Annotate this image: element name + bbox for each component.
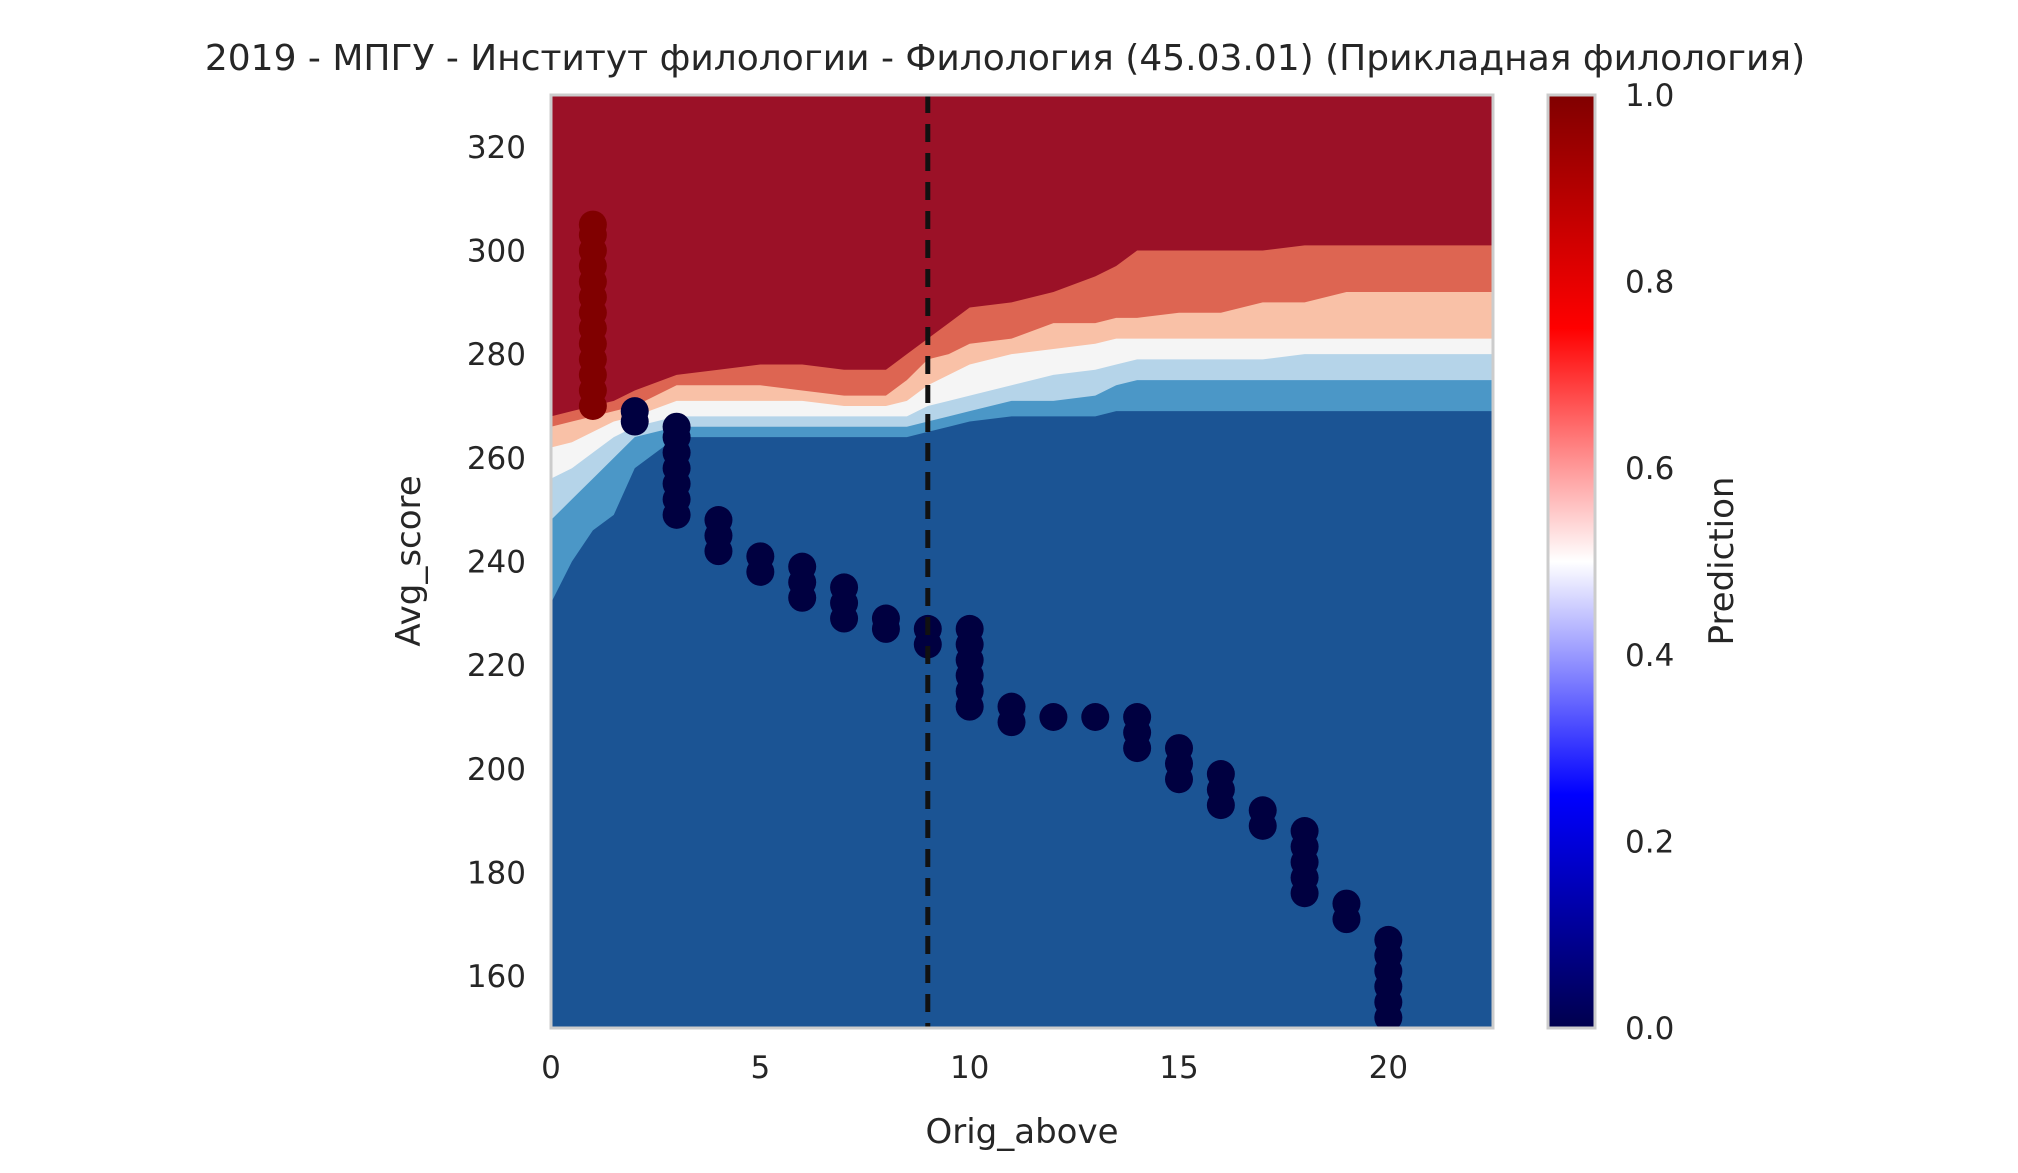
y-axis-ticks: 160 180 200 220 240 260 280 300 320 bbox=[467, 130, 526, 995]
colorbar-tick-label: 1.0 bbox=[1625, 78, 1674, 114]
region-level-6 bbox=[551, 95, 1493, 417]
colorbar-tick-label: 0.8 bbox=[1625, 265, 1674, 301]
scatter-point-class-0 bbox=[1206, 760, 1235, 789]
y-tick-label: 260 bbox=[467, 441, 526, 477]
chart-title: 2019 - МПГУ - Институт филологии - Филол… bbox=[205, 38, 1805, 79]
colorbar-tick-label: 0.4 bbox=[1625, 638, 1674, 674]
scatter-point-class-0 bbox=[1039, 703, 1068, 731]
scatter-point-class-0 bbox=[1374, 925, 1403, 954]
y-tick-label: 240 bbox=[467, 545, 526, 581]
x-axis-ticks: 0 5 10 15 20 bbox=[541, 1050, 1408, 1086]
scatter-points bbox=[578, 210, 1403, 1028]
y-tick-label: 320 bbox=[467, 130, 526, 166]
decision-regions bbox=[551, 95, 1493, 1028]
y-tick-label: 180 bbox=[467, 856, 526, 892]
colorbar-tick-label: 0.0 bbox=[1625, 1011, 1674, 1047]
scatter-point-class-0 bbox=[788, 552, 817, 581]
x-axis-label: Orig_above bbox=[925, 1112, 1118, 1152]
plot-frame bbox=[549, 93, 1495, 1030]
y-axis-label: Avg_score bbox=[389, 475, 429, 646]
y-tick-label: 200 bbox=[467, 752, 526, 788]
scatter-point-class-0 bbox=[871, 604, 900, 633]
y-tick-label: 160 bbox=[467, 959, 526, 995]
x-tick-label: 5 bbox=[750, 1050, 770, 1086]
scatter-point-class-0 bbox=[1165, 734, 1193, 763]
scatter-point-class-0 bbox=[704, 506, 733, 535]
colorbar-gradient bbox=[1546, 93, 1597, 1030]
scatter-point-class-0 bbox=[1248, 796, 1277, 825]
colorbar-tick-label: 0.6 bbox=[1625, 451, 1674, 487]
y-tick-label: 220 bbox=[467, 648, 526, 684]
x-tick-label: 20 bbox=[1369, 1050, 1408, 1086]
x-tick-label: 10 bbox=[950, 1050, 989, 1086]
scatter-point-class-0 bbox=[746, 542, 775, 571]
scatter-point-class-0 bbox=[1290, 817, 1319, 846]
scatter-point-class-0 bbox=[662, 412, 691, 441]
scatter-point-class-0 bbox=[620, 397, 649, 426]
y-tick-label: 300 bbox=[467, 234, 526, 270]
x-tick-label: 15 bbox=[1159, 1050, 1198, 1086]
x-tick-label: 0 bbox=[541, 1050, 561, 1086]
scatter-point-class-0 bbox=[1332, 889, 1361, 918]
colorbar: 0.0 0.2 0.4 0.6 0.8 1.0 Prediction bbox=[1546, 78, 1742, 1047]
scatter-point-class-0 bbox=[1081, 703, 1110, 731]
colorbar-label: Prediction bbox=[1702, 477, 1742, 646]
scatter-point-class-0 bbox=[997, 692, 1026, 721]
scatter-point-class-0 bbox=[955, 614, 984, 643]
colorbar-tick-label: 0.2 bbox=[1625, 824, 1674, 860]
y-tick-label: 280 bbox=[467, 337, 526, 373]
colorbar-ticks: 0.0 0.2 0.4 0.6 0.8 1.0 bbox=[1625, 78, 1674, 1047]
scatter-point-class-0 bbox=[1123, 703, 1152, 731]
scatter-point-class-0 bbox=[830, 573, 859, 602]
scatter-point-class-1 bbox=[578, 210, 607, 239]
plot-area bbox=[549, 93, 1495, 1030]
